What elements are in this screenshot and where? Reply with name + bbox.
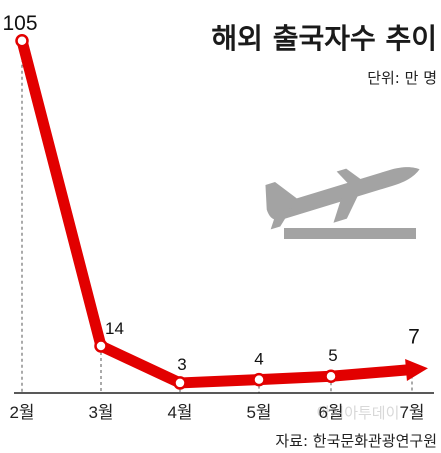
source-label: 자료: 한국문화관광연구원 bbox=[275, 432, 437, 450]
series-arrowhead bbox=[405, 359, 428, 381]
x-tick-label-5: 7월 bbox=[399, 403, 424, 422]
data-labels: 105 14 3 4 5 7 bbox=[2, 12, 419, 374]
series-line bbox=[16, 35, 428, 389]
data-point-0 bbox=[15, 34, 29, 48]
x-tick-label-1: 3월 bbox=[88, 403, 113, 422]
data-label-0: 105 bbox=[2, 12, 37, 35]
data-point-2 bbox=[173, 376, 187, 390]
data-label-3: 4 bbox=[254, 350, 263, 369]
x-tick-labels: 2월 3월 4월 5월 6월 7월 bbox=[9, 403, 424, 422]
unit-label: 단위: 만 명 bbox=[367, 69, 437, 87]
data-label-2: 3 bbox=[177, 355, 186, 374]
data-point-1 bbox=[94, 339, 108, 353]
data-point-4 bbox=[324, 369, 338, 383]
data-point-3 bbox=[252, 372, 266, 387]
x-tick-label-4: 6월 bbox=[318, 403, 343, 422]
x-tick-label-0: 2월 bbox=[9, 403, 34, 422]
data-markers bbox=[15, 34, 338, 390]
chart-title: 해외 출국자수 추이 bbox=[211, 22, 437, 55]
data-label-1: 14 bbox=[105, 319, 124, 338]
series-path bbox=[16, 35, 412, 389]
drop-lines bbox=[21, 40, 413, 393]
watermark: 아시아투데이 bbox=[317, 404, 400, 422]
data-label-4: 5 bbox=[328, 346, 337, 365]
airplane-takeoff-icon bbox=[265, 167, 420, 239]
x-tick-label-2: 4월 bbox=[167, 403, 192, 422]
data-label-5: 7 bbox=[408, 326, 420, 349]
x-tick-label-3: 5월 bbox=[246, 403, 271, 422]
